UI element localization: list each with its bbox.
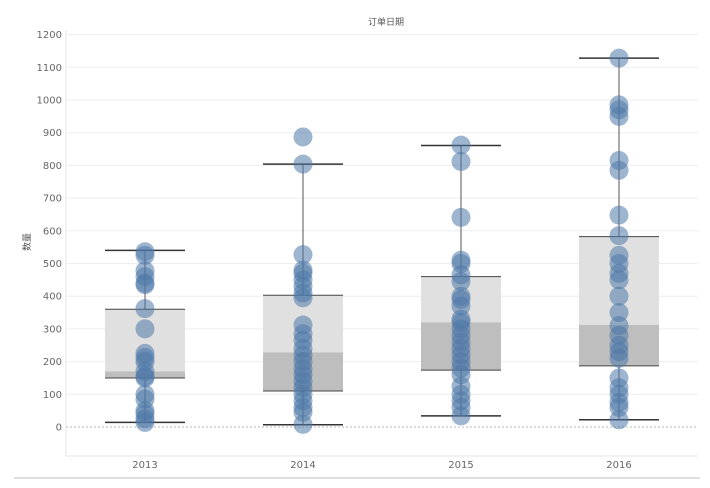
data-point bbox=[451, 151, 471, 171]
axes: 0 100 200 300 400 500 600 700 800 900 1000 1100 1200… bbox=[14, 30, 700, 479]
data-point bbox=[135, 275, 155, 295]
data-point bbox=[135, 368, 155, 388]
y-tick-label: 100 bbox=[43, 390, 62, 401]
y-tick-label: 600 bbox=[43, 226, 62, 237]
chart-title: 订单日期 bbox=[368, 16, 404, 28]
data-point bbox=[609, 226, 629, 246]
y-tick-label: 300 bbox=[43, 324, 62, 335]
y-tick-label: 400 bbox=[43, 292, 62, 303]
data-point bbox=[609, 410, 629, 430]
data-point bbox=[451, 271, 471, 291]
data-point bbox=[451, 296, 471, 316]
y-tick-label: 200 bbox=[43, 357, 62, 368]
data-point bbox=[293, 414, 313, 434]
y-tick-label: 500 bbox=[43, 259, 62, 270]
data-points bbox=[135, 48, 629, 434]
y-tick-label: 1100 bbox=[37, 63, 62, 74]
data-point bbox=[135, 299, 155, 319]
data-point bbox=[609, 48, 629, 68]
data-point bbox=[293, 288, 313, 308]
data-point bbox=[609, 160, 629, 180]
y-tick-label: 700 bbox=[43, 194, 62, 205]
data-point bbox=[135, 319, 155, 339]
data-point bbox=[451, 406, 471, 426]
data-point bbox=[609, 303, 629, 323]
y-tick-label: 800 bbox=[43, 161, 62, 172]
data-point bbox=[609, 348, 629, 368]
data-point bbox=[293, 154, 313, 174]
y-tick-label: 900 bbox=[43, 128, 62, 139]
data-point bbox=[451, 207, 471, 227]
boxes bbox=[105, 57, 659, 426]
x-tick-label: 2016 bbox=[606, 460, 631, 471]
data-point bbox=[293, 245, 313, 265]
data-point bbox=[135, 412, 155, 432]
y-tick-label: 1200 bbox=[37, 30, 62, 41]
x-tick-label: 2015 bbox=[448, 460, 473, 471]
y-tick-label: 1000 bbox=[37, 96, 62, 107]
data-point bbox=[609, 286, 629, 306]
data-point bbox=[609, 106, 629, 126]
x-tick-label: 2013 bbox=[132, 460, 157, 471]
y-axis-label: 数量 bbox=[21, 233, 33, 251]
data-point bbox=[609, 270, 629, 290]
data-point bbox=[293, 127, 313, 147]
data-point bbox=[135, 245, 155, 265]
data-point bbox=[609, 205, 629, 225]
x-tick-label: 2014 bbox=[290, 460, 315, 471]
y-tick-label: 0 bbox=[56, 423, 62, 434]
data-point bbox=[451, 135, 471, 155]
